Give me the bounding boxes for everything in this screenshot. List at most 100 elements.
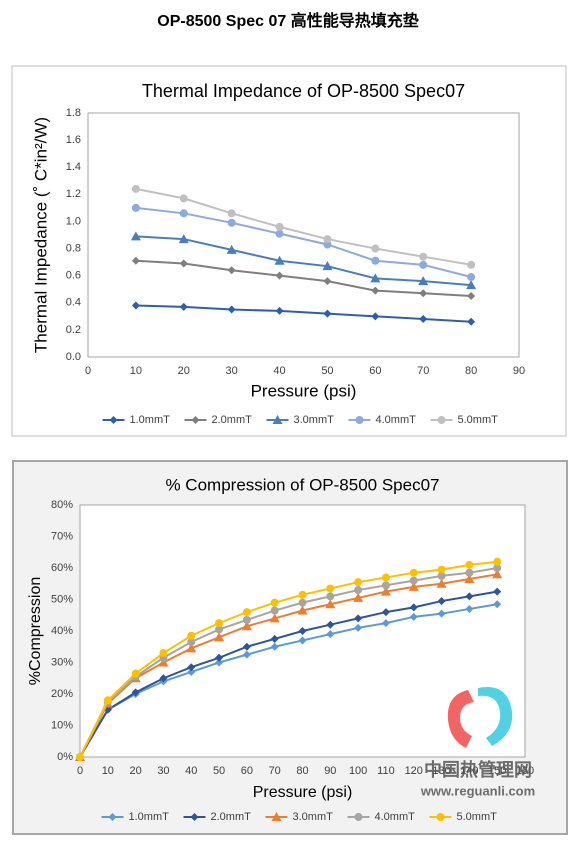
series-line <box>135 206 472 278</box>
x-tick-label: 50 <box>213 765 225 777</box>
marker <box>493 564 502 572</box>
marker <box>371 244 380 253</box>
y-axis-label: %Compression <box>27 577 44 685</box>
marker <box>131 301 140 310</box>
marker <box>215 653 224 662</box>
marker <box>354 623 363 632</box>
marker <box>227 209 236 218</box>
marker <box>179 209 188 218</box>
marker <box>381 581 390 590</box>
legend-label: 4.0mmT <box>376 414 417 426</box>
marker <box>436 578 447 588</box>
marker <box>322 261 333 271</box>
marker <box>298 590 307 599</box>
marker <box>437 565 446 574</box>
marker <box>226 244 237 254</box>
marker <box>270 634 279 643</box>
marker <box>187 638 196 647</box>
marker <box>187 663 196 672</box>
y-tick-label: 70% <box>51 530 73 542</box>
x-tick-label: 130 <box>432 765 450 777</box>
marker <box>326 584 335 593</box>
series-line <box>79 590 498 758</box>
chart-title: % Compression of OP-8500 Spec07 <box>165 475 439 494</box>
marker <box>159 649 168 658</box>
marker <box>131 256 140 265</box>
marker <box>274 255 285 265</box>
y-tick-label: 1.0 <box>66 215 81 227</box>
y-tick-label: 60% <box>51 562 73 574</box>
x-tick-label: 80 <box>296 765 308 777</box>
y-tick-label: 1.4 <box>66 161 81 173</box>
marker <box>323 277 332 286</box>
marker <box>371 256 380 265</box>
marker <box>419 315 428 324</box>
marker <box>323 309 332 318</box>
marker <box>242 642 251 651</box>
marker <box>371 286 380 295</box>
marker <box>467 317 476 326</box>
marker <box>109 416 118 424</box>
marker <box>467 273 476 282</box>
logo <box>478 687 513 746</box>
marker <box>418 276 429 286</box>
x-tick-label: 90 <box>513 365 525 377</box>
marker <box>419 252 428 261</box>
marker <box>381 573 390 582</box>
legend-label: 4.0mmT <box>375 811 416 823</box>
marker <box>354 813 363 821</box>
marker <box>178 234 189 244</box>
marker <box>323 235 332 244</box>
marker <box>242 650 251 659</box>
marker <box>215 658 224 667</box>
x-tick-label: 80 <box>465 365 477 377</box>
marker <box>298 627 307 635</box>
x-tick-label: 100 <box>349 765 367 777</box>
marker <box>419 260 428 269</box>
marker <box>381 608 390 617</box>
marker <box>297 605 308 615</box>
x-tick-label: 150 <box>488 765 506 777</box>
marker <box>270 642 279 651</box>
marker <box>269 613 280 623</box>
marker <box>179 302 188 311</box>
legend-label: 2.0mmT <box>211 811 252 823</box>
marker <box>187 667 196 676</box>
y-tick-label: 30% <box>51 656 73 668</box>
watermark-url: www.reguanli.com <box>420 783 535 798</box>
marker <box>108 813 117 821</box>
marker <box>354 578 363 587</box>
marker <box>354 614 363 623</box>
marker <box>215 619 224 628</box>
marker <box>371 312 380 321</box>
y-tick-label: 20% <box>51 688 73 700</box>
y-tick-label: 1.2 <box>66 188 81 200</box>
x-tick-label: 60 <box>369 365 381 377</box>
marker <box>270 606 279 615</box>
series-line <box>79 603 498 758</box>
marker <box>270 598 279 607</box>
marker <box>242 615 251 624</box>
marker <box>214 632 225 642</box>
legend-label: 5.0mmT <box>458 414 499 426</box>
watermark: 中国热管理网 www.reguanli.com <box>420 687 535 798</box>
marker <box>179 259 188 268</box>
x-tick-label: 90 <box>324 765 336 777</box>
marker <box>242 608 251 617</box>
marker <box>353 592 364 602</box>
marker <box>131 184 140 193</box>
marker <box>190 813 199 821</box>
x-tick-label: 70 <box>417 365 429 377</box>
marker <box>409 603 418 612</box>
marker <box>436 813 445 821</box>
y-tick-label: 0.2 <box>66 324 81 336</box>
marker <box>298 636 307 645</box>
x-tick-label: 60 <box>241 765 253 777</box>
marker <box>131 669 140 678</box>
marker <box>131 688 140 697</box>
marker <box>466 280 477 290</box>
x-tick-label: 10 <box>130 365 142 377</box>
marker <box>465 568 474 577</box>
x-tick-label: 0 <box>77 765 83 777</box>
marker <box>241 621 252 631</box>
